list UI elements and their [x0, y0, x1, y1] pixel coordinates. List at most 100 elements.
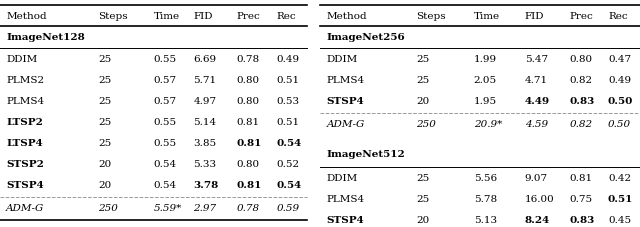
Text: 4.97: 4.97	[193, 97, 217, 106]
Text: 0.57: 0.57	[154, 97, 177, 106]
Text: 0.45: 0.45	[608, 216, 631, 225]
Text: 3.85: 3.85	[193, 139, 217, 148]
Text: 0.78: 0.78	[237, 204, 260, 213]
Text: 0.80: 0.80	[237, 76, 260, 85]
Text: 0.78: 0.78	[237, 55, 260, 64]
Text: LTSP4: LTSP4	[6, 139, 43, 148]
Text: 5.56: 5.56	[474, 174, 497, 183]
Text: 5.33: 5.33	[193, 160, 217, 169]
Text: 0.53: 0.53	[276, 97, 300, 106]
Text: 0.80: 0.80	[570, 55, 593, 64]
Text: 0.75: 0.75	[570, 195, 593, 204]
Text: 0.47: 0.47	[608, 55, 631, 64]
Text: STSP4: STSP4	[326, 97, 364, 106]
Text: PLMS2: PLMS2	[6, 76, 44, 85]
Text: FID: FID	[525, 12, 544, 20]
Text: LTSP2: LTSP2	[6, 118, 43, 127]
Text: 1.95: 1.95	[474, 97, 497, 106]
Text: 8.24: 8.24	[525, 216, 550, 225]
Text: 0.51: 0.51	[276, 118, 300, 127]
Text: 250: 250	[416, 120, 436, 129]
Text: 0.83: 0.83	[570, 216, 595, 225]
Text: 5.59*: 5.59*	[154, 204, 182, 213]
Text: 0.49: 0.49	[608, 76, 631, 85]
Text: Rec: Rec	[608, 12, 628, 20]
Text: 0.55: 0.55	[154, 118, 177, 127]
Text: 5.47: 5.47	[525, 55, 548, 64]
Text: PLMS4: PLMS4	[326, 76, 365, 85]
Text: ImageNet256: ImageNet256	[326, 33, 405, 42]
Text: 0.55: 0.55	[154, 55, 177, 64]
Text: 25: 25	[416, 195, 429, 204]
Text: 0.54: 0.54	[154, 160, 177, 169]
Text: Time: Time	[154, 12, 180, 20]
Text: Rec: Rec	[276, 12, 296, 20]
Text: 2.97: 2.97	[193, 204, 217, 213]
Text: Prec: Prec	[570, 12, 593, 20]
Text: ImageNet512: ImageNet512	[326, 151, 405, 159]
Text: STSP4: STSP4	[6, 181, 44, 190]
Text: 0.42: 0.42	[608, 174, 631, 183]
Text: 25: 25	[416, 174, 429, 183]
Text: DDIM: DDIM	[6, 55, 37, 64]
Text: PLMS4: PLMS4	[6, 97, 44, 106]
Text: 2.05: 2.05	[474, 76, 497, 85]
Text: Method: Method	[6, 12, 47, 20]
Text: 0.54: 0.54	[154, 181, 177, 190]
Text: DDIM: DDIM	[326, 174, 358, 183]
Text: 16.00: 16.00	[525, 195, 554, 204]
Text: 0.50: 0.50	[608, 120, 631, 129]
Text: ADM-G: ADM-G	[6, 204, 44, 213]
Text: 0.82: 0.82	[570, 76, 593, 85]
Text: 6.69: 6.69	[193, 55, 217, 64]
Text: 1.99: 1.99	[474, 55, 497, 64]
Text: 25: 25	[99, 97, 111, 106]
Text: STSP4: STSP4	[326, 216, 364, 225]
Text: 0.54: 0.54	[276, 181, 301, 190]
Text: 0.59: 0.59	[276, 204, 300, 213]
Text: Steps: Steps	[99, 12, 128, 20]
Text: Method: Method	[326, 12, 367, 20]
Text: 0.81: 0.81	[237, 139, 262, 148]
Text: PLMS4: PLMS4	[326, 195, 365, 204]
Text: 0.54: 0.54	[276, 139, 301, 148]
Text: 5.14: 5.14	[193, 118, 217, 127]
Text: DDIM: DDIM	[326, 55, 358, 64]
Text: 0.81: 0.81	[237, 181, 262, 190]
Text: 0.57: 0.57	[154, 76, 177, 85]
Text: FID: FID	[193, 12, 213, 20]
Text: 0.51: 0.51	[608, 195, 634, 204]
Text: 25: 25	[416, 76, 429, 85]
Text: 0.55: 0.55	[154, 139, 177, 148]
Text: 4.59: 4.59	[525, 120, 548, 129]
Text: STSP2: STSP2	[6, 160, 44, 169]
Text: 0.82: 0.82	[570, 120, 593, 129]
Text: 0.81: 0.81	[237, 118, 260, 127]
Text: 0.80: 0.80	[237, 97, 260, 106]
Text: ADM-G: ADM-G	[326, 120, 365, 129]
Text: 25: 25	[416, 55, 429, 64]
Text: 5.78: 5.78	[474, 195, 497, 204]
Text: 0.49: 0.49	[276, 55, 300, 64]
Text: 4.71: 4.71	[525, 76, 548, 85]
Text: 0.80: 0.80	[237, 160, 260, 169]
Text: 20: 20	[416, 216, 429, 225]
Text: 25: 25	[99, 55, 111, 64]
Text: 250: 250	[99, 204, 118, 213]
Text: 25: 25	[99, 118, 111, 127]
Text: 20: 20	[99, 160, 111, 169]
Text: 5.13: 5.13	[474, 216, 497, 225]
Text: Time: Time	[474, 12, 500, 20]
Text: 3.78: 3.78	[193, 181, 219, 190]
Text: Prec: Prec	[237, 12, 260, 20]
Text: 0.51: 0.51	[276, 76, 300, 85]
Text: 25: 25	[99, 76, 111, 85]
Text: 0.81: 0.81	[570, 174, 593, 183]
Text: 4.49: 4.49	[525, 97, 550, 106]
Text: 5.71: 5.71	[193, 76, 217, 85]
Text: ImageNet128: ImageNet128	[6, 33, 85, 42]
Text: 0.83: 0.83	[570, 97, 595, 106]
Text: 9.07: 9.07	[525, 174, 548, 183]
Text: 20.9*: 20.9*	[474, 120, 502, 129]
Text: 0.50: 0.50	[608, 97, 634, 106]
